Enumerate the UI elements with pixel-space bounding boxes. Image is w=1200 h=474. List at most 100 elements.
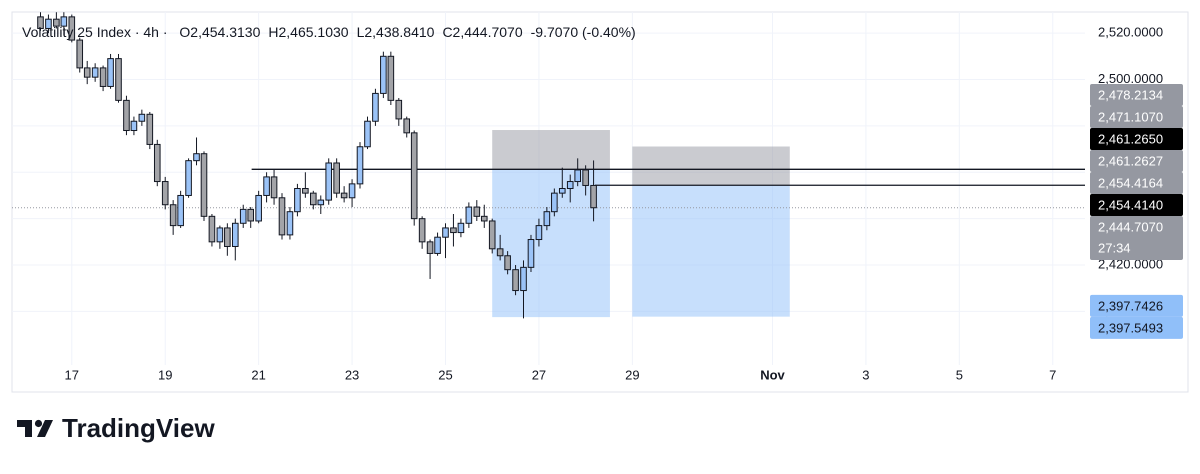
candle-body bbox=[387, 55, 395, 101]
price-label-text: 2,397.5493 bbox=[1098, 320, 1163, 335]
candle-body bbox=[558, 188, 566, 194]
candle-body bbox=[153, 143, 161, 183]
candle-body bbox=[590, 184, 597, 209]
price-label bbox=[1090, 128, 1183, 151]
candle-body bbox=[239, 208, 247, 224]
candle-body bbox=[333, 162, 340, 194]
candle-body bbox=[380, 55, 387, 94]
candle-body bbox=[465, 206, 473, 224]
candle-body bbox=[551, 192, 558, 213]
legend-title: Volatility 25 Index · 4h · bbox=[22, 24, 168, 40]
candle-body bbox=[364, 120, 371, 148]
candle-body bbox=[309, 192, 317, 206]
candle-body bbox=[395, 99, 403, 120]
y-tick-label: 2,520.0000 bbox=[1098, 25, 1163, 40]
candle-body bbox=[574, 169, 581, 183]
candle-body bbox=[91, 67, 99, 78]
candle-body bbox=[60, 16, 68, 27]
candle-body bbox=[356, 146, 364, 185]
candle-body bbox=[76, 39, 84, 69]
candle-body bbox=[37, 16, 44, 29]
candle-body bbox=[480, 215, 488, 222]
candle-body bbox=[146, 113, 154, 145]
price-label-text: 2,454.4164 bbox=[1098, 175, 1163, 190]
candle-body bbox=[177, 194, 184, 227]
candle-body bbox=[45, 18, 52, 29]
x-tick-label: 3 bbox=[862, 367, 869, 382]
candle-body bbox=[325, 162, 333, 201]
candle-body bbox=[488, 220, 496, 250]
candle-body bbox=[270, 176, 278, 199]
price-label bbox=[1090, 150, 1183, 173]
candle-body bbox=[161, 181, 169, 206]
candle-body bbox=[302, 188, 309, 194]
candle-body bbox=[442, 227, 449, 238]
candle-body bbox=[434, 236, 441, 254]
candle-body bbox=[520, 266, 527, 292]
y-tick-label: 2,500.0000 bbox=[1098, 71, 1163, 86]
candle-body bbox=[68, 16, 76, 41]
legend-value: -9.7070 (-0.40%) bbox=[530, 24, 636, 40]
price-label bbox=[1090, 172, 1183, 195]
stop-zone bbox=[632, 146, 790, 186]
candle-body bbox=[255, 194, 262, 222]
candle-body bbox=[216, 227, 224, 243]
countdown-text: 27:34 bbox=[1098, 240, 1131, 255]
candle-body bbox=[317, 199, 325, 206]
candle-body bbox=[504, 255, 511, 271]
candle-body bbox=[426, 241, 434, 254]
candle-body bbox=[473, 206, 481, 217]
candle-body bbox=[403, 118, 411, 134]
x-tick-label: 5 bbox=[956, 367, 963, 382]
candle-body bbox=[535, 225, 543, 241]
candle-body bbox=[185, 160, 192, 196]
brand-name: TradingView bbox=[62, 413, 215, 443]
x-tick-label: 7 bbox=[1049, 367, 1056, 382]
legend: Volatility 25 Index · 4h · O2,454.3130 H2… bbox=[22, 24, 644, 40]
legend-value: L2,438.8410 bbox=[356, 24, 435, 40]
x-tick-label: 25 bbox=[438, 367, 452, 382]
price-label bbox=[1090, 294, 1183, 317]
candle-body bbox=[231, 222, 239, 247]
x-tick-label: 23 bbox=[345, 367, 359, 382]
candle-body bbox=[138, 113, 146, 122]
candle-body bbox=[348, 183, 356, 199]
candle-body bbox=[83, 67, 91, 78]
candle-body bbox=[512, 269, 519, 292]
price-label-text: 2,471.1070 bbox=[1098, 109, 1163, 124]
candle-body bbox=[566, 181, 574, 190]
candle-body bbox=[208, 215, 216, 243]
x-tick-label: 21 bbox=[251, 367, 265, 382]
candle-body bbox=[193, 153, 200, 162]
candle-body bbox=[115, 58, 122, 101]
candle-body bbox=[294, 188, 301, 213]
candle-body bbox=[410, 132, 418, 220]
legend-value: O2,454.3130 bbox=[179, 24, 261, 40]
price-label-text: 2,461.2627 bbox=[1098, 153, 1163, 168]
candle-body bbox=[224, 227, 231, 247]
price-label bbox=[1090, 194, 1183, 217]
candle-body bbox=[130, 120, 138, 132]
x-tick-label: 29 bbox=[625, 367, 639, 382]
candle-body bbox=[286, 211, 294, 236]
price-label-text: 2,478.2134 bbox=[1098, 87, 1163, 102]
price-label bbox=[1090, 316, 1183, 339]
candle-body bbox=[543, 211, 551, 227]
x-tick-label: 27 bbox=[532, 367, 546, 382]
candle-body bbox=[99, 67, 107, 87]
candle-body bbox=[527, 239, 535, 268]
candle-body bbox=[107, 58, 114, 87]
candle-body bbox=[123, 99, 130, 132]
candle-body bbox=[450, 227, 457, 234]
candle-body bbox=[278, 197, 286, 236]
x-tick-label: 19 bbox=[158, 367, 172, 382]
price-label bbox=[1090, 106, 1183, 129]
candle-body bbox=[263, 176, 270, 196]
candle-body bbox=[169, 204, 177, 227]
price-label bbox=[1090, 216, 1183, 261]
stop-zone bbox=[492, 130, 610, 170]
price-label-text: 2,397.7426 bbox=[1098, 298, 1163, 313]
candle-body bbox=[418, 218, 426, 243]
